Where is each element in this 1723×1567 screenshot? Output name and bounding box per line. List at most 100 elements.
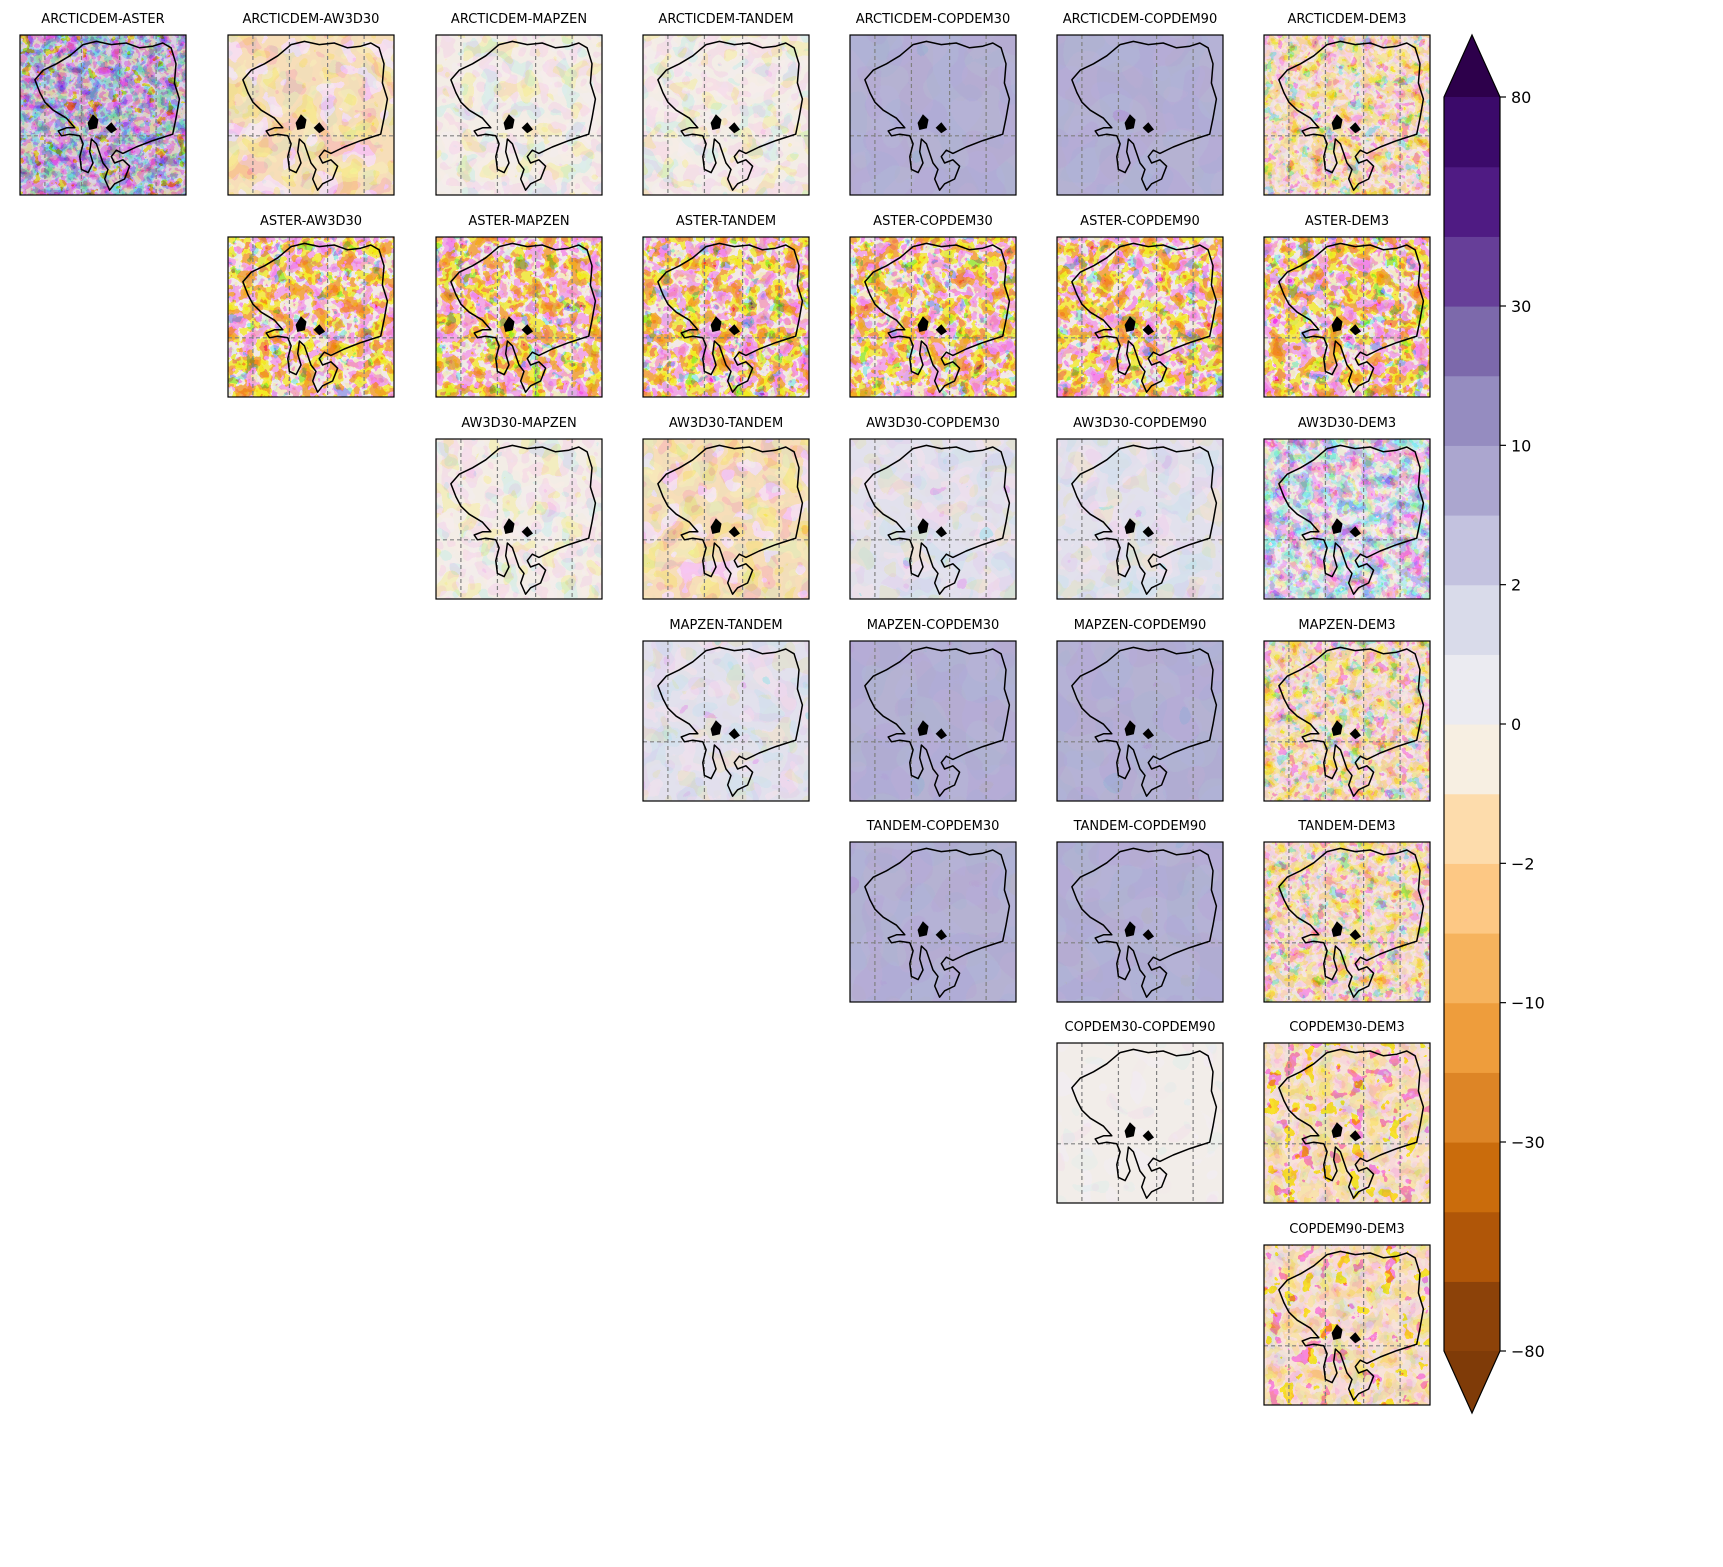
lake-shape — [710, 720, 722, 737]
lake-shape — [1124, 1122, 1136, 1139]
region-outline — [864, 444, 1011, 595]
lake-shape — [935, 526, 948, 538]
colorbar: 80 30 10 2 0 −2 −10 −30 −80 — [1443, 33, 1545, 1415]
lake-shape — [1124, 316, 1136, 333]
panel-arcticdem-copdem90: ARCTICDEM-COPDEM90 — [1056, 12, 1224, 196]
panel-title: AW3D30-TANDEM — [669, 416, 783, 431]
lake-shape — [1349, 929, 1362, 941]
difference-raster — [436, 439, 602, 599]
panel-copdem90-dem3: COPDEM90-DEM3 — [1263, 1222, 1431, 1406]
lake-shape — [1142, 1130, 1155, 1142]
lake-shape — [521, 122, 534, 134]
panel-frame — [849, 438, 1017, 600]
panel-frame — [1056, 34, 1224, 196]
region-outline — [242, 242, 389, 393]
difference-raster — [1057, 35, 1223, 195]
region-outline — [1278, 847, 1425, 998]
panel-title: ASTER-DEM3 — [1305, 214, 1389, 229]
colorbar-band — [1444, 236, 1500, 307]
colorbar-band — [1444, 1211, 1500, 1282]
lake-shape — [728, 324, 741, 336]
panel-title: TANDEM-DEM3 — [1297, 819, 1395, 834]
panel-title: AW3D30-DEM3 — [1298, 416, 1396, 431]
panel-title: ARCTICDEM-ASTER — [41, 12, 164, 27]
lake-shape — [1349, 526, 1362, 538]
lake-shape — [503, 114, 515, 131]
colorbar-tick-label: 80 — [1511, 88, 1531, 107]
region-outline — [1278, 646, 1425, 797]
panel-frame — [642, 236, 810, 398]
difference-raster — [20, 35, 186, 195]
panel-title: MAPZEN-DEM3 — [1298, 618, 1395, 633]
colorbar-extend-min — [1444, 1351, 1500, 1413]
colorbar-band — [1444, 1142, 1500, 1213]
panel-title: MAPZEN-TANDEM — [669, 618, 782, 633]
colorbar-tick-label: 2 — [1511, 576, 1521, 595]
colorbar-band — [1444, 306, 1500, 377]
region-outline — [1278, 1048, 1425, 1199]
lake-shape — [1349, 122, 1362, 134]
region-outline — [864, 40, 1011, 191]
panel-tandem-copdem90: TANDEM-COPDEM90 — [1056, 819, 1224, 1003]
difference-raster — [228, 237, 394, 397]
region-outline — [34, 40, 181, 191]
colorbar-band — [1444, 1072, 1500, 1143]
panel-title: ASTER-COPDEM90 — [1080, 214, 1200, 229]
difference-raster — [643, 237, 809, 397]
colorbar-tick-label: −10 — [1511, 994, 1545, 1013]
panel-frame — [1263, 438, 1431, 600]
difference-raster — [1057, 641, 1223, 801]
region-outline — [1071, 646, 1218, 797]
region-outline — [1278, 444, 1425, 595]
lake-shape — [917, 518, 929, 535]
panel-title: COPDEM30-COPDEM90 — [1065, 1020, 1216, 1035]
panel-title: AW3D30-COPDEM30 — [866, 416, 1000, 431]
lake-shape — [728, 122, 741, 134]
region-outline — [864, 242, 1011, 393]
panel-title: AW3D30-COPDEM90 — [1073, 416, 1207, 431]
panel-aw3d30-copdem30: AW3D30-COPDEM30 — [849, 416, 1017, 600]
difference-raster — [1264, 641, 1430, 801]
panel-title: COPDEM30-DEM3 — [1289, 1020, 1405, 1035]
panel-mapzen-copdem30: MAPZEN-COPDEM30 — [849, 618, 1017, 802]
panel-frame — [642, 438, 810, 600]
panel-aster-copdem90: ASTER-COPDEM90 — [1056, 214, 1224, 398]
difference-raster — [1057, 237, 1223, 397]
panel-aster-tandem: ASTER-TANDEM — [642, 214, 810, 398]
panel-aster-mapzen: ASTER-MAPZEN — [435, 214, 603, 398]
panel-frame — [1263, 1042, 1431, 1204]
region-outline — [657, 444, 804, 595]
lake-shape — [313, 324, 326, 336]
panel-aw3d30-tandem: AW3D30-TANDEM — [642, 416, 810, 600]
difference-raster — [643, 35, 809, 195]
colorbar-band — [1444, 863, 1500, 934]
region-outline — [657, 40, 804, 191]
panel-title: TANDEM-COPDEM30 — [866, 819, 1000, 834]
colorbar-band — [1444, 515, 1500, 586]
panel-mapzen-copdem90: MAPZEN-COPDEM90 — [1056, 618, 1224, 802]
region-outline — [242, 40, 389, 191]
region-outline — [450, 40, 597, 191]
colorbar-band — [1444, 1002, 1500, 1073]
panel-tandem-copdem30: TANDEM-COPDEM30 — [849, 819, 1017, 1003]
panel-arcticdem-dem3: ARCTICDEM-DEM3 — [1263, 12, 1431, 196]
panel-aster-dem3: ASTER-DEM3 — [1263, 214, 1431, 398]
panel-frame — [642, 640, 810, 802]
colorbar-tick-label: −2 — [1511, 854, 1535, 873]
lake-shape — [1331, 1122, 1343, 1139]
lake-shape — [935, 929, 948, 941]
difference-raster — [228, 35, 394, 195]
difference-raster — [850, 439, 1016, 599]
lake-shape — [1331, 518, 1343, 535]
panel-mapzen-dem3: MAPZEN-DEM3 — [1263, 618, 1431, 802]
lake-shape — [1124, 720, 1136, 737]
region-outline — [1071, 847, 1218, 998]
difference-raster — [643, 641, 809, 801]
panel-title: MAPZEN-COPDEM30 — [867, 618, 1000, 633]
panel-arcticdem-aster: ARCTICDEM-ASTER — [19, 12, 187, 196]
colorbar-tick-label: 10 — [1511, 436, 1531, 455]
panel-frame — [849, 236, 1017, 398]
lake-shape — [1331, 921, 1343, 938]
colorbar-extend-max — [1444, 35, 1500, 97]
